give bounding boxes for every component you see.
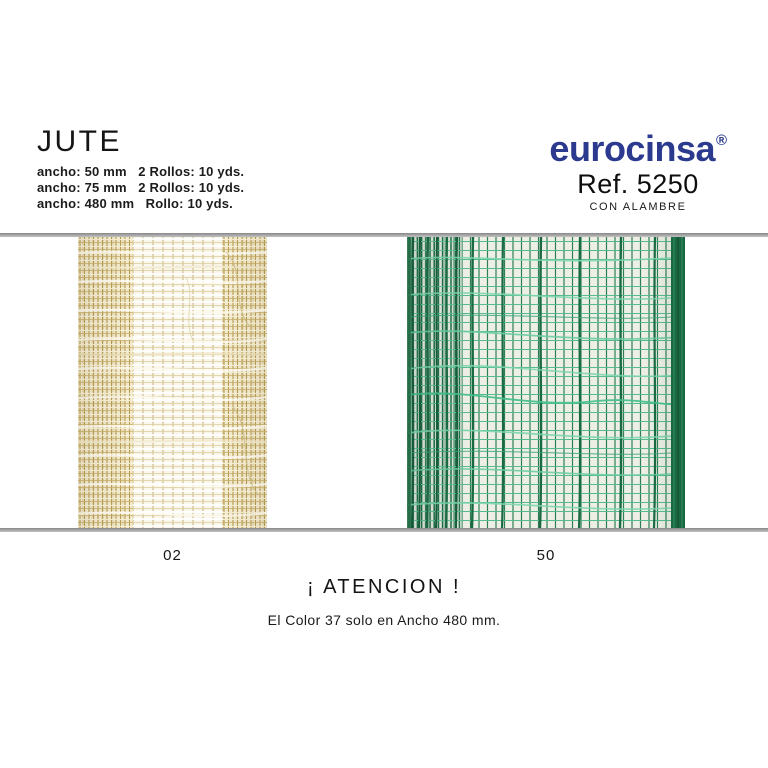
notice-text: El Color 37 solo en Ancho 480 mm. [267, 612, 501, 628]
notice-title: ¡ ATENCION ! [306, 576, 462, 598]
spec-line-50mm: ancho: 50 mm 2 Rollos: 10 yds. [37, 164, 245, 179]
display-rod-bottom [0, 528, 768, 532]
color-code-02: 02 [163, 547, 182, 564]
spec-line-480mm: ancho: 480 mm Rollo: 10 yds. [37, 196, 233, 211]
ribbon-photo-50 [407, 237, 685, 528]
product-subtitle: CON ALAMBRE [589, 200, 687, 213]
color-code-50: 50 [536, 547, 556, 564]
product-specs: ancho: 50 mm 2 Rollos: 10 yds. ancho: 75… [37, 164, 244, 212]
product-reference: Ref. 5250 [577, 168, 699, 199]
product-info: JUTE ancho: 50 mm 2 Rollos: 10 yds. anch… [37, 127, 244, 212]
brand-logo: eurocinsa® [528, 130, 748, 168]
brand-block: eurocinsa® Ref. 5250 CON ALAMBRE [528, 130, 748, 213]
registered-trademark-icon: ® [716, 132, 727, 149]
ribbon-sample-02 [78, 237, 267, 528]
brand-logo-text: eurocinsa [549, 128, 715, 169]
ribbon-sample-50 [407, 237, 685, 528]
spec-line-75mm: ancho: 75 mm 2 Rollos: 10 yds. [37, 180, 245, 195]
ribbon-photo-02 [78, 237, 267, 528]
display-rod-top [0, 233, 768, 237]
product-title: JUTE [37, 125, 122, 158]
